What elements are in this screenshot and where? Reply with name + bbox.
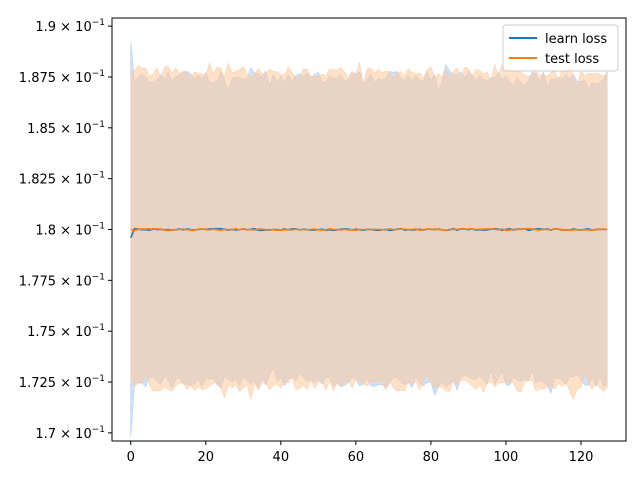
y-tick-label: 1.725 × 10−1 [19,374,105,391]
legend-label-learn-loss: learn loss [545,32,607,47]
mean-lines [130,227,608,238]
y-tick-label: 1.75 × 10−1 [27,323,105,340]
x-axis: 0 20 40 60 80 100 120 [127,441,594,465]
y-axis: 1.7 × 10−1 1.725 × 10−1 1.75 × 10−1 1.775 ×… [19,18,112,442]
line-test-loss [130,227,608,232]
x-tick-label: 100 [494,450,519,465]
y-tick-label: 1.825 × 10−1 [19,171,105,188]
y-tick-label: 1.7 × 10−1 [35,425,105,442]
x-tick-label: 40 [273,450,290,465]
legend-label-test-loss: test loss [545,52,599,67]
x-tick-label: 120 [569,450,594,465]
y-tick-label: 1.9 × 10−1 [35,18,105,35]
x-tick-label: 80 [423,450,440,465]
x-tick-label: 0 [127,450,135,465]
legend-box [502,24,619,72]
legend: learn loss test loss [502,24,619,72]
y-tick-label: 1.85 × 10−1 [27,120,105,137]
y-tick-label: 1.775 × 10−1 [19,272,105,289]
y-tick-label: 1.8 × 10−1 [35,222,105,239]
uncertainty-bands [130,42,608,437]
band-test-loss [130,62,608,400]
x-tick-label: 20 [198,450,215,465]
x-tick-label: 60 [348,450,365,465]
y-tick-label: 1.875 × 10−1 [19,69,105,86]
